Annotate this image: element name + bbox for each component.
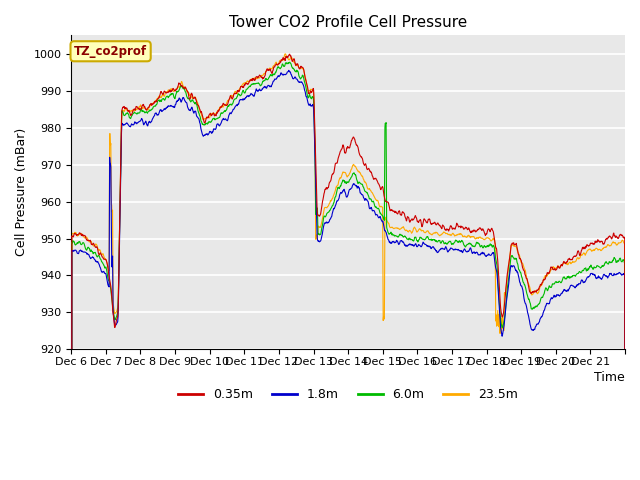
Text: TZ_co2prof: TZ_co2prof xyxy=(74,45,147,58)
X-axis label: Time: Time xyxy=(595,372,625,384)
Legend: 0.35m, 1.8m, 6.0m, 23.5m: 0.35m, 1.8m, 6.0m, 23.5m xyxy=(173,383,524,406)
Title: Tower CO2 Profile Cell Pressure: Tower CO2 Profile Cell Pressure xyxy=(229,15,467,30)
Y-axis label: Cell Pressure (mBar): Cell Pressure (mBar) xyxy=(15,128,28,256)
